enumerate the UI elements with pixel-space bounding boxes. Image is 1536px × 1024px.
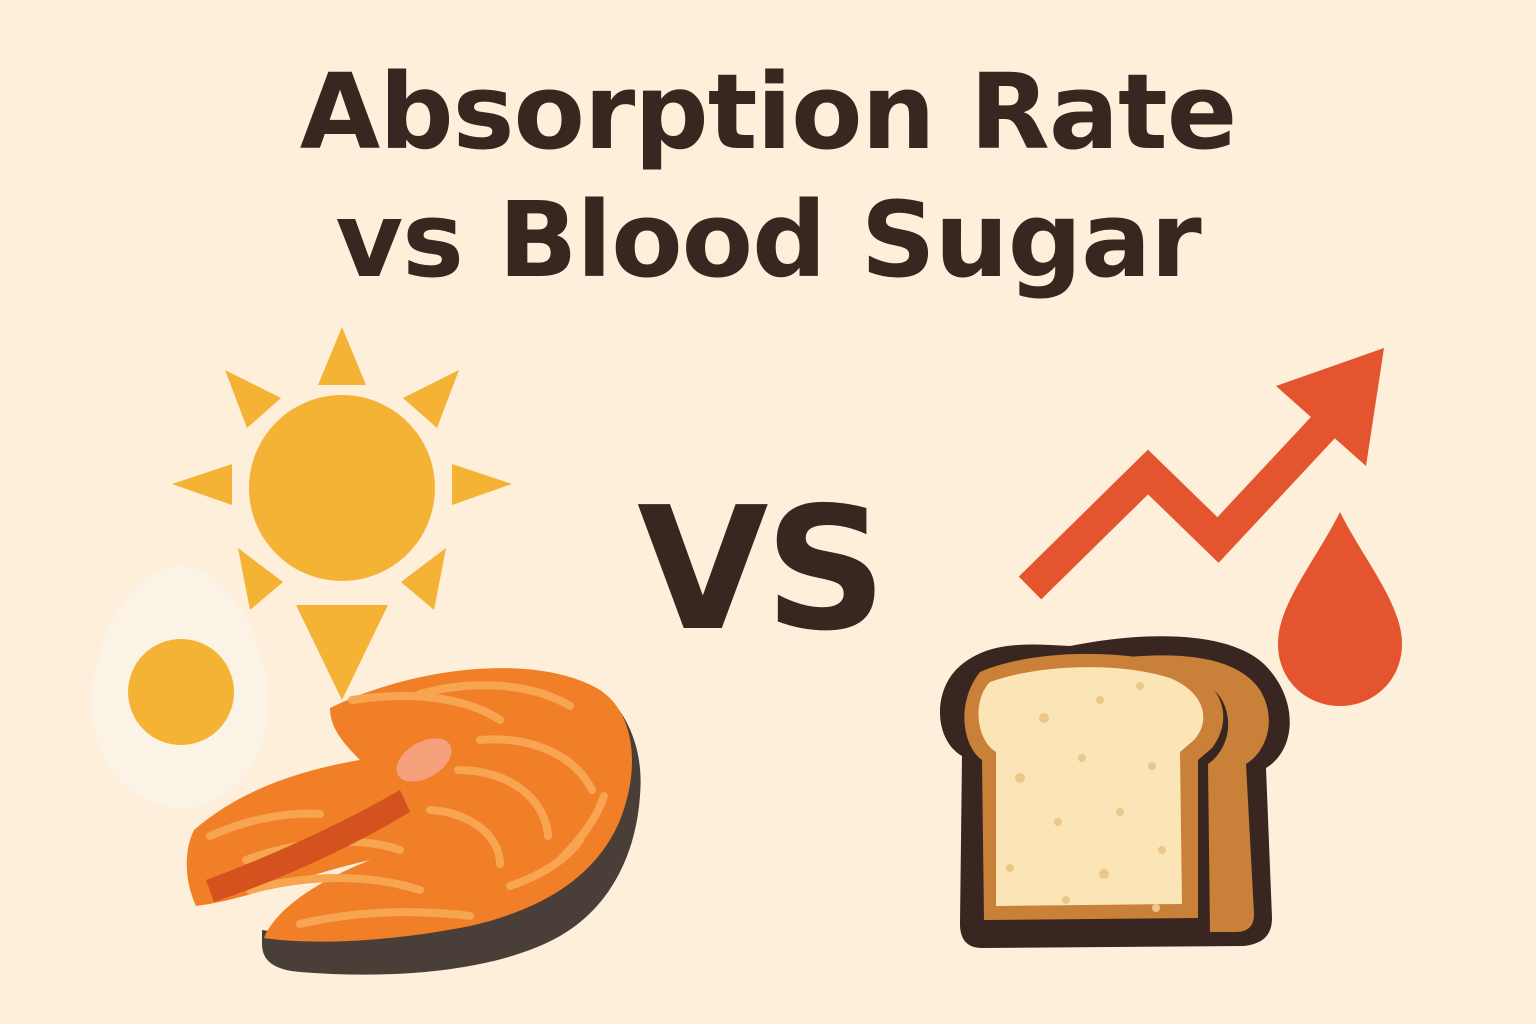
title-line-2: vs Blood Sugar: [335, 179, 1201, 301]
rising-trend-arrow-icon: [1018, 348, 1384, 600]
egg-icon: [92, 566, 268, 808]
salmon-steak-icon: [186, 668, 641, 975]
title-line-1: Absorption Rate: [299, 51, 1238, 173]
sun-icon: [172, 327, 512, 700]
bread-slice-icon: [939, 636, 1290, 948]
page-title: Absorption Rate vs Blood Sugar: [0, 48, 1536, 304]
blood-drop-icon: [1278, 512, 1402, 706]
versus-label: VS: [636, 471, 887, 669]
